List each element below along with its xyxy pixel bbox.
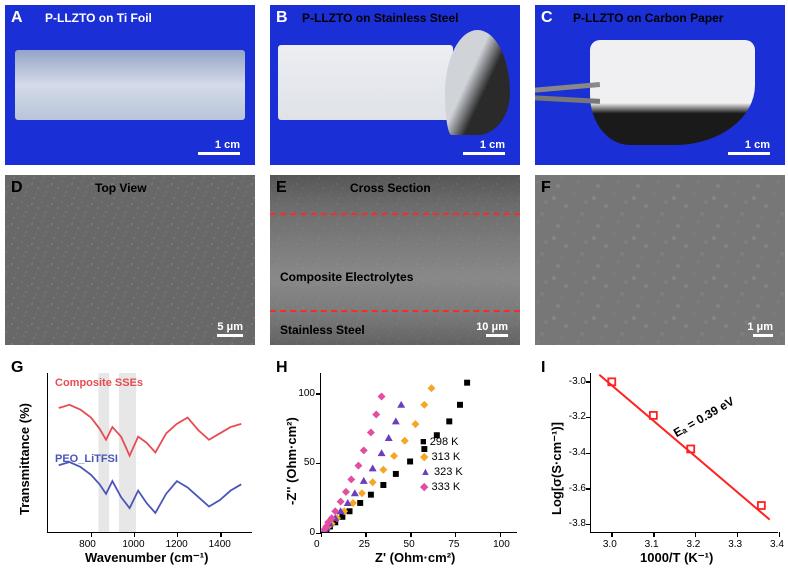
panel-c-scalebar <box>728 152 770 155</box>
panel-g-ylabel: Transmittance (%) <box>17 403 32 515</box>
panel-b-scalebar <box>463 152 505 155</box>
panel-f-scalebar <box>753 334 773 337</box>
panel-e-annot-mid: Composite Electrolytes <box>280 270 413 284</box>
panel-g: G 800100012001400 Transmittance (%) Wave… <box>5 355 260 570</box>
panel-e: E Cross Section Composite Electrolytes S… <box>270 175 520 345</box>
panel-b: B P-LLZTO on Stainless Steel 1 cm <box>270 5 520 165</box>
panel-i: I 3.03.13.23.33.4-3.8-3.6-3.4-3.2-3.0 Lo… <box>535 355 785 570</box>
panel-c-annot: P-LLZTO on Carbon Paper <box>573 11 723 25</box>
panel-b-label: B <box>276 9 288 27</box>
legend-333k: ◆ 333 K <box>420 480 463 495</box>
panel-a: A P-LLZTO on Ti Foil 1 cm <box>5 5 255 165</box>
panel-d-scalebar-label: 5 μm <box>217 321 243 333</box>
panel-e-annot-top: Cross Section <box>350 181 431 195</box>
panel-h-label: H <box>276 359 288 377</box>
panel-b-annot: P-LLZTO on Stainless Steel <box>302 11 458 25</box>
panel-c-scalebar-label: 1 cm <box>745 139 770 151</box>
panel-g-label: G <box>11 359 23 377</box>
panel-e-scalebar <box>486 334 508 337</box>
chart-h-svg <box>321 373 517 532</box>
panel-h-legend: ■ 298 K ◆ 313 K ▲ 323 K ◆ 333 K <box>420 435 463 495</box>
panel-f-label: F <box>541 179 551 197</box>
sample-strip-a <box>15 50 245 120</box>
panel-d-scalebar <box>217 334 243 337</box>
panel-e-label: E <box>276 179 287 197</box>
sample-strip-b <box>278 45 453 120</box>
panel-c: C P-LLZTO on Carbon Paper 1 cm <box>535 5 785 165</box>
panel-c-label: C <box>541 9 553 27</box>
panel-a-scalebar-label: 1 cm <box>215 139 240 151</box>
sem-texture-d <box>5 175 255 345</box>
panel-i-label: I <box>541 359 545 377</box>
sem-texture-e <box>270 175 520 345</box>
panel-f-scalebar-label: 1 μm <box>747 321 773 333</box>
panel-b-scalebar-label: 1 cm <box>480 139 505 151</box>
panel-i-ylabel: Log[σ(S·cm⁻¹)] <box>549 422 565 515</box>
panel-d-annot: Top View <box>95 181 147 195</box>
panel-h: H 0255075100050100 -Z'' (Ohm·cm²) Z' (Oh… <box>270 355 525 570</box>
panel-h-ylabel: -Z'' (Ohm·cm²) <box>284 417 299 505</box>
panel-e-scalebar-label: 10 μm <box>476 321 508 333</box>
panel-h-xlabel: Z' (Ohm·cm²) <box>375 550 455 565</box>
sample-curl-b <box>445 30 510 135</box>
dashed-line-bottom <box>270 310 520 312</box>
panel-g-xlabel: Wavenumber (cm⁻¹) <box>85 550 208 566</box>
plot-i: 3.03.13.23.33.4-3.8-3.6-3.4-3.2-3.0 <box>590 373 778 533</box>
panel-d: D Top View 5 μm <box>5 175 255 345</box>
panel-a-annot: P-LLZTO on Ti Foil <box>45 11 152 25</box>
panel-i-xlabel: 1000/T (K⁻¹) <box>640 550 713 566</box>
panel-g-trace2-label: PEO_LiTFSI <box>55 453 118 465</box>
panel-e-annot-bot: Stainless Steel <box>280 323 365 337</box>
panel-a-label: A <box>11 9 23 27</box>
panel-d-label: D <box>11 179 23 197</box>
legend-323k: ▲ 323 K <box>420 465 463 480</box>
plot-h: 0255075100050100 <box>320 373 517 533</box>
chart-i-svg <box>591 373 778 532</box>
panel-a-scalebar <box>198 152 240 155</box>
dashed-line-top <box>270 213 520 215</box>
sample-curl-c <box>590 40 755 145</box>
legend-313k: ◆ 313 K <box>420 450 463 465</box>
legend-298k: ■ 298 K <box>420 435 463 450</box>
sem-texture-f <box>535 175 785 345</box>
panel-f: F 1 μm <box>535 175 785 345</box>
panel-g-trace1-label: Composite SSEs <box>55 377 143 389</box>
